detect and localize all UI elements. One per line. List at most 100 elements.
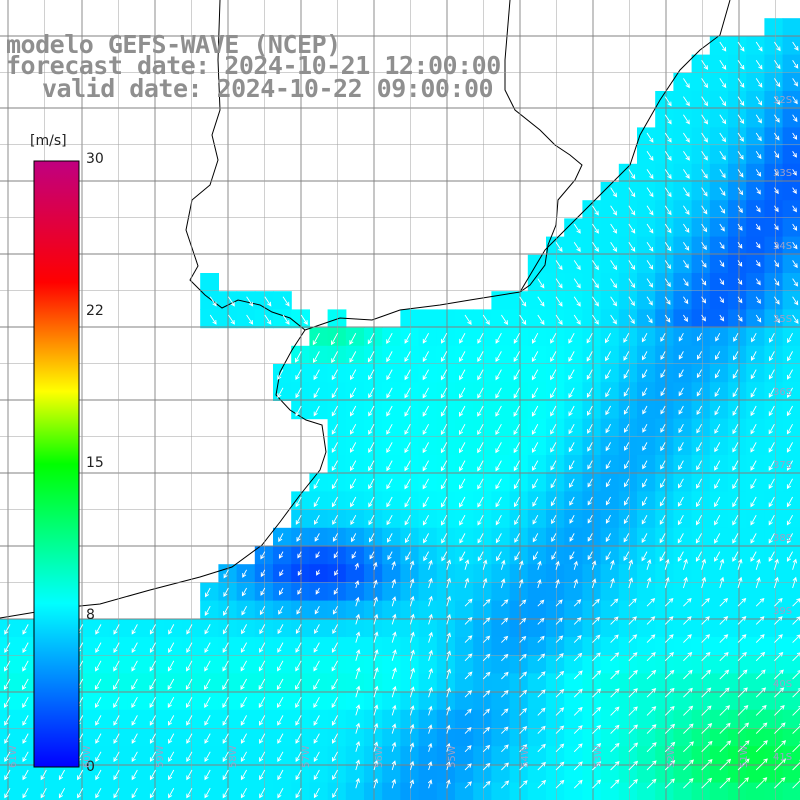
wind-cell — [364, 455, 383, 474]
wind-cell — [0, 618, 19, 638]
wind-cell — [746, 400, 765, 420]
wind-cell — [728, 72, 747, 92]
wind-cell — [418, 637, 438, 656]
wind-cell — [436, 527, 456, 547]
wind-arrow — [186, 642, 193, 654]
wind-arrow — [95, 660, 102, 672]
wind-cell — [618, 746, 638, 765]
wind-arrow — [331, 442, 338, 453]
wind-arrow — [428, 577, 433, 589]
wind-cell — [691, 436, 711, 456]
wind-arrow — [314, 533, 320, 542]
wind-arrow — [373, 704, 379, 716]
wind-cell — [254, 709, 274, 729]
wind-cell — [709, 364, 729, 383]
wind-cell — [691, 127, 711, 147]
wind-arrow — [422, 369, 429, 381]
wind-arrow — [568, 442, 575, 453]
wind-arrow — [386, 423, 393, 435]
wind-cell — [728, 36, 747, 56]
wind-cell — [655, 709, 674, 729]
wind-cell — [418, 364, 438, 383]
wind-arrow — [774, 669, 784, 680]
wind-arrow — [501, 671, 509, 680]
wind-arrow — [755, 651, 766, 662]
wind-cell — [655, 746, 674, 765]
wind-arrow — [550, 442, 557, 453]
wind-arrow — [501, 653, 509, 662]
wind-arrow — [354, 562, 359, 570]
wind-arrow — [750, 478, 757, 490]
wind-cell — [691, 218, 711, 238]
wind-arrow — [677, 551, 684, 562]
wind-cell — [600, 473, 620, 492]
wind-arrow — [482, 559, 488, 570]
wind-cell — [709, 254, 729, 274]
wind-cell — [637, 655, 656, 674]
wind-cell — [546, 273, 565, 292]
wind-cell — [582, 254, 602, 274]
wind-arrow — [446, 724, 451, 734]
wind-arrow — [537, 579, 542, 589]
wind-arrow — [573, 725, 583, 734]
wind-cell — [309, 345, 329, 365]
wind-arrow — [573, 241, 581, 252]
wind-arrow — [737, 278, 743, 285]
wind-arrow — [701, 59, 709, 70]
wind-arrow — [333, 587, 338, 595]
wind-arrow — [404, 387, 411, 399]
wind-arrow — [786, 533, 793, 544]
wind-cell — [728, 145, 747, 165]
wind-arrow — [550, 478, 557, 489]
wind-arrow — [751, 332, 757, 343]
wind-cell — [764, 637, 784, 656]
wind-arrow — [610, 688, 620, 698]
wind-cell — [436, 691, 456, 711]
colorbar-tick-30: 30 — [86, 151, 104, 167]
wind-cell — [764, 127, 784, 147]
wind-arrow — [367, 351, 375, 363]
wind-arrow — [701, 759, 713, 771]
wind-arrow — [240, 696, 247, 709]
wind-arrow — [186, 715, 193, 726]
wind-cell — [655, 728, 674, 747]
wind-arrow — [569, 478, 575, 488]
lat-label: 40S — [773, 679, 793, 690]
wind-arrow — [642, 496, 648, 507]
wind-arrow — [623, 351, 630, 361]
wind-cell — [764, 655, 784, 674]
wind-arrow — [22, 715, 29, 726]
wind-arrow — [768, 442, 775, 453]
wind-cell — [382, 564, 401, 583]
wind-arrow — [373, 741, 379, 752]
wind-cell — [418, 491, 438, 511]
wind-arrow — [537, 725, 546, 734]
wind-arrow — [737, 740, 750, 753]
wind-arrow — [241, 624, 247, 635]
wind-cell — [673, 236, 693, 256]
wind-cell — [200, 637, 219, 656]
wind-arrow — [592, 296, 599, 307]
wind-cell — [782, 382, 800, 401]
wind-cell — [473, 436, 492, 456]
wind-arrow — [610, 577, 615, 589]
wind-cell — [0, 728, 19, 747]
wind-arrow — [768, 496, 775, 508]
wind-arrow — [678, 332, 684, 342]
wind-arrow — [131, 787, 138, 799]
wind-arrow — [719, 669, 730, 680]
wind-cell — [455, 618, 474, 638]
wind-arrow — [774, 223, 779, 231]
wind-cell — [691, 418, 711, 438]
wind-arrow — [610, 616, 619, 625]
wind-cell — [618, 582, 638, 602]
wind-cell — [655, 145, 674, 165]
wind-arrow — [641, 514, 648, 525]
wind-cell — [709, 436, 729, 456]
wind-arrow — [573, 688, 583, 698]
wind-arrow — [646, 205, 654, 216]
wind-arrow — [696, 442, 702, 453]
wind-arrow — [405, 551, 411, 561]
wind-cell — [673, 691, 693, 711]
wind-cell — [691, 600, 711, 620]
